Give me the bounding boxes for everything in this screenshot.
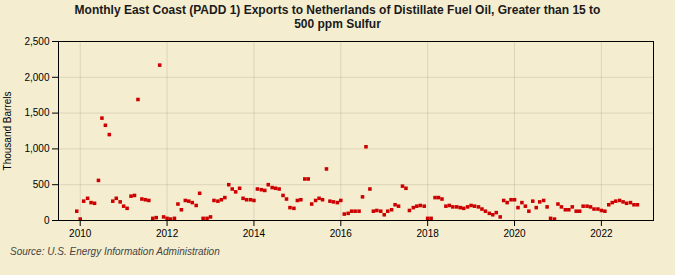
svg-text:2,500: 2,500 [24,36,49,47]
html-text:Source: U.S. Energy Informatio: Source: U.S. Energy Information Administ… [10,246,220,257]
svg-text:2022: 2022 [590,228,613,239]
svg-text:2018: 2018 [417,228,440,239]
svg-text:2010: 2010 [69,228,92,239]
svg-text:500: 500 [33,179,50,190]
svg-text:0: 0 [44,215,50,226]
svg-text:2014: 2014 [243,228,266,239]
html-text:Monthly East Coast (PADD 1) Ex: Monthly East Coast (PADD 1) Exports to N… [74,3,601,31]
svg-text:1,000: 1,000 [24,143,49,154]
svg-text:2016: 2016 [330,228,353,239]
svg-text:2,000: 2,000 [24,72,49,83]
svg-text:1,500: 1,500 [24,107,49,118]
svg-text:2012: 2012 [156,228,179,239]
svg-text:Thousand Barrels: Thousand Barrels [2,92,13,171]
svg-text:2020: 2020 [503,228,526,239]
